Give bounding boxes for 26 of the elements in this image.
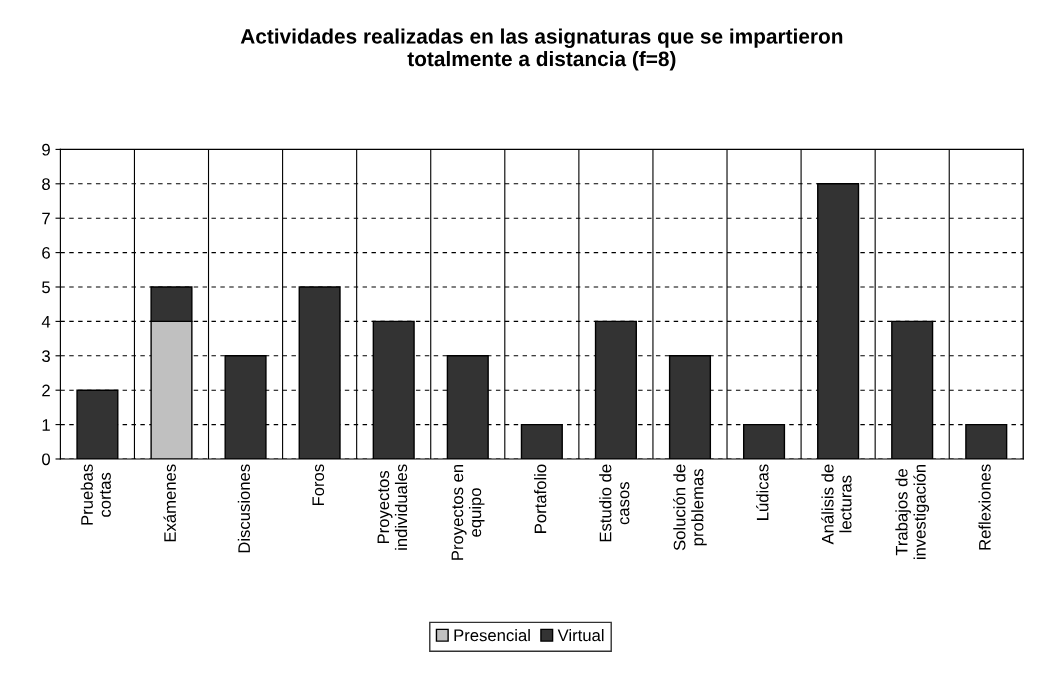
- x-tick-label: Proyectos en equipo: [451, 464, 485, 560]
- y-tick-label: 4: [41, 315, 51, 328]
- y-tick-label: 1: [42, 419, 50, 431]
- y-tick-label: 9: [42, 143, 50, 156]
- y-tick-label: 6: [42, 247, 50, 259]
- legend-label: Presencial: [454, 629, 530, 642]
- y-tick-label: 3: [42, 350, 50, 362]
- legend-label: Virtual: [557, 629, 604, 642]
- x-tick-label: Exámenes: [163, 464, 176, 542]
- y-tick-label: 2: [42, 384, 50, 397]
- chart-title: Actividades realizadas en las asignaturas que se impartieron totalmente a distancia (f=8): [240, 28, 843, 71]
- x-tick-label: Análisis de lecturas: [821, 464, 852, 545]
- x-tick-label: Proyectos individuales: [377, 464, 408, 550]
- y-tick-label: 5: [42, 281, 50, 294]
- x-tick-label: Reflexiones: [978, 464, 991, 550]
- y-tick-label: 8: [42, 178, 50, 191]
- x-tick-label: Solución de problemas: [673, 464, 707, 551]
- x-tick-label: Lúdicas: [756, 464, 769, 520]
- x-tick-label: Estudio de casos: [599, 464, 630, 542]
- x-tick-label: Pruebas cortas: [80, 464, 111, 525]
- y-tick-label: 7: [42, 212, 50, 225]
- x-tick-label: Trabajos de investigación: [895, 464, 930, 560]
- y-tick-label: 0: [42, 453, 50, 466]
- x-tick-label: Discusiones: [237, 464, 251, 553]
- x-tick-label: Portafolio: [534, 464, 547, 533]
- x-tick-label: Foros: [312, 464, 325, 506]
